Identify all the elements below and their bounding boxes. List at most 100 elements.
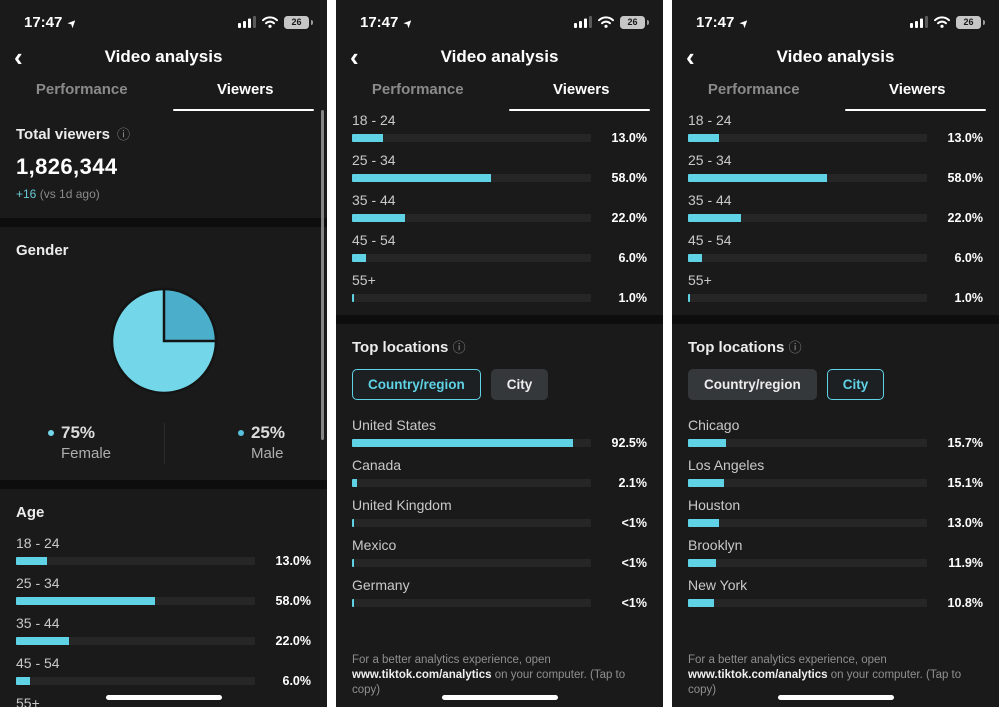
bar-row: 25 - 34 58.0%	[352, 152, 647, 185]
home-indicator[interactable]	[777, 695, 894, 700]
info-icon[interactable]: ⓘ	[788, 340, 802, 355]
bar-row: 18 - 24 13.0%	[688, 112, 983, 145]
tab-performance[interactable]: Performance	[35, 81, 128, 98]
top-locations-title-row: Top locations ⓘ	[336, 339, 663, 356]
bar-track	[352, 439, 591, 447]
home-indicator[interactable]	[105, 695, 222, 700]
bar-track	[352, 294, 591, 302]
bar-track	[688, 294, 927, 302]
status-bar: 17:47 ➤ 26	[336, 0, 663, 34]
bar-row: 18 - 24 13.0%	[352, 112, 647, 145]
tab-bar: Performance Viewers	[672, 78, 999, 111]
bar-value: 6.0%	[954, 251, 984, 265]
toggle-country-region[interactable]: Country/region	[688, 369, 817, 400]
bar-track	[688, 214, 927, 222]
bar-label: New York	[688, 577, 748, 593]
section-divider	[0, 218, 327, 227]
bar-fill	[352, 519, 355, 527]
location-arrow-icon: ➤	[65, 15, 81, 31]
bar-label: United States	[352, 417, 437, 433]
bar-value: 10.8%	[947, 596, 983, 610]
bar-value: 15.7%	[947, 436, 983, 450]
female-label: Female	[61, 445, 112, 462]
bar-fill	[16, 677, 31, 685]
bar-label: Houston	[688, 497, 741, 513]
bar-value: 58.0%	[275, 594, 311, 608]
phone-screenshot-1: 17:47 ➤ 26 ‹ Video analysis Performance …	[0, 0, 327, 707]
home-indicator[interactable]	[441, 695, 558, 700]
location-toggle-group: Country/region City	[672, 356, 999, 417]
total-viewers-value: 1,826,344	[16, 154, 118, 179]
wifi-icon	[598, 16, 614, 28]
tab-viewers[interactable]: Viewers	[889, 81, 946, 98]
scrollbar[interactable]	[321, 110, 324, 440]
analytics-footer-note[interactable]: For a better analytics experience, open …	[336, 617, 663, 698]
bar-row: United Kingdom <1%	[352, 497, 647, 530]
bar-track	[352, 214, 591, 222]
bar-label: 18 - 24	[16, 535, 60, 551]
bar-track	[16, 637, 255, 645]
tab-performance[interactable]: Performance	[371, 81, 464, 98]
battery-level: 26	[627, 17, 638, 27]
phone-screenshot-3: 17:47 ➤ 26 ‹ Video analysis Performance …	[672, 0, 999, 707]
section-divider	[672, 315, 999, 324]
bar-fill	[352, 214, 405, 222]
bar-fill	[352, 599, 355, 607]
toggle-city[interactable]: City	[826, 369, 885, 400]
age-bars: 18 - 24 13.0% 25 - 34 58.0% 35 - 44 22.0…	[0, 535, 327, 707]
top-locations-title-row: Top locations ⓘ	[672, 339, 999, 356]
bar-fill	[16, 637, 69, 645]
bar-fill	[688, 294, 691, 302]
top-locations-title: Top locations	[352, 339, 449, 356]
bar-track	[688, 439, 927, 447]
status-icons: 26	[238, 15, 313, 29]
analytics-footer-note[interactable]: For a better analytics experience, open …	[672, 617, 999, 698]
info-icon[interactable]: ⓘ	[452, 340, 466, 355]
male-pct: 25%	[250, 423, 285, 442]
delta-number: +16	[16, 187, 37, 201]
clock-text: 17:47	[696, 13, 735, 31]
bar-fill	[16, 597, 155, 605]
total-viewers-section: Total viewers ⓘ 1,826,344 +16 (vs 1d ago…	[0, 111, 327, 218]
bar-label: 35 - 44	[688, 192, 732, 208]
info-icon[interactable]: ⓘ	[116, 127, 130, 142]
tab-viewers[interactable]: Viewers	[553, 81, 610, 98]
bar-track	[16, 597, 255, 605]
bar-row: 25 - 34 58.0%	[16, 575, 311, 608]
bar-row: 45 - 54 6.0%	[352, 232, 647, 265]
footer-url[interactable]: www.tiktok.com/analytics	[688, 669, 828, 681]
phone-screenshot-2: 17:47 ➤ 26 ‹ Video analysis Performance …	[336, 0, 663, 707]
bar-fill	[352, 134, 384, 142]
top-locations-title: Top locations	[688, 339, 785, 356]
bar-label: 35 - 44	[352, 192, 396, 208]
bar-row: 18 - 24 13.0%	[16, 535, 311, 568]
bar-track	[688, 254, 927, 262]
toggle-city[interactable]: City	[490, 369, 549, 400]
back-chevron-icon[interactable]: ‹	[686, 42, 695, 72]
bar-label: 18 - 24	[352, 112, 396, 128]
bar-track	[352, 599, 591, 607]
tab-performance[interactable]: Performance	[707, 81, 800, 98]
tab-viewers[interactable]: Viewers	[217, 81, 274, 98]
total-viewers-label-row: Total viewers ⓘ	[16, 126, 311, 143]
back-chevron-icon[interactable]: ‹	[14, 42, 23, 72]
section-divider	[336, 315, 663, 324]
nav-header: ‹ Video analysis	[0, 36, 327, 78]
bar-fill	[688, 559, 717, 567]
footer-text-after: on your computer. (Tap to copy)	[352, 669, 626, 696]
bar-row: 45 - 54 6.0%	[688, 232, 983, 265]
male-label: Male	[250, 445, 284, 462]
battery-icon: 26	[284, 15, 313, 29]
back-chevron-icon[interactable]: ‹	[350, 42, 359, 72]
toggle-country-region[interactable]: Country/region	[352, 369, 481, 400]
clock-text: 17:47	[360, 13, 399, 31]
footer-url[interactable]: www.tiktok.com/analytics	[352, 669, 492, 681]
bar-value: 22.0%	[275, 634, 311, 648]
bar-label: Los Angeles	[688, 457, 765, 473]
page-title: Video analysis	[104, 47, 223, 66]
bar-label: Canada	[352, 457, 402, 473]
bar-fill	[688, 134, 720, 142]
total-viewers-label: Total viewers	[16, 126, 110, 143]
bar-label: 45 - 54	[16, 655, 60, 671]
